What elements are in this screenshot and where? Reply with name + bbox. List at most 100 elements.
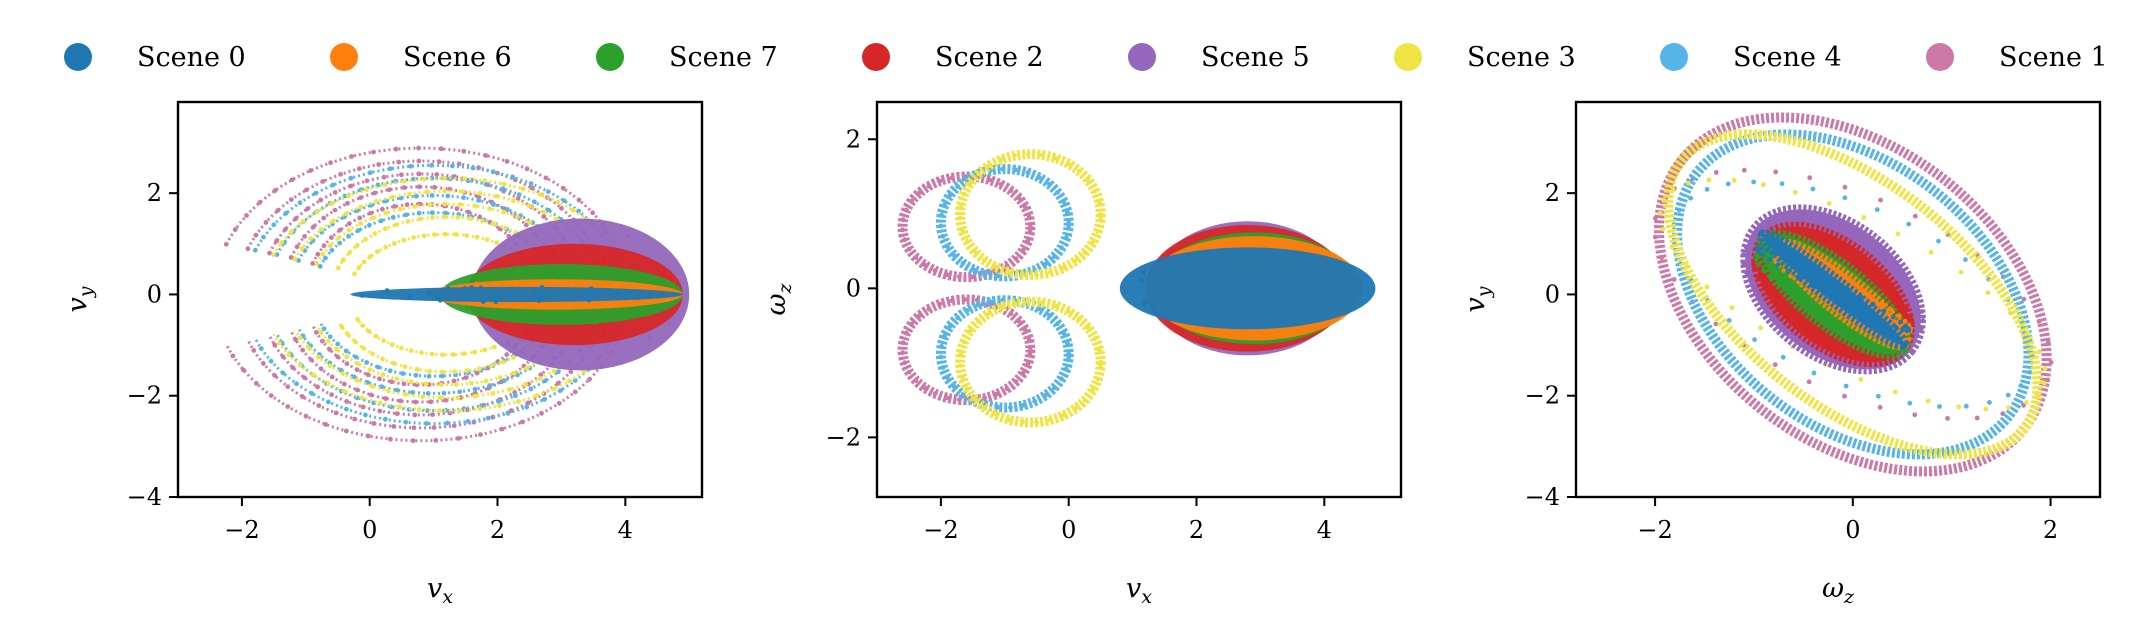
data-point bbox=[2018, 383, 2024, 388]
data-point bbox=[1022, 204, 1028, 210]
data-point bbox=[2006, 405, 2011, 410]
data-point bbox=[289, 229, 294, 235]
data-point bbox=[1898, 279, 1904, 285]
data-point bbox=[940, 365, 946, 370]
plot-area bbox=[897, 149, 1376, 428]
data-point bbox=[1790, 308, 1796, 313]
data-point bbox=[315, 251, 321, 257]
data-point bbox=[1096, 347, 1102, 353]
data-point bbox=[2008, 310, 2013, 316]
data-point bbox=[334, 347, 340, 352]
data-point bbox=[437, 395, 443, 401]
data-point bbox=[437, 297, 443, 303]
data-point bbox=[531, 289, 537, 295]
data-point bbox=[528, 181, 534, 187]
data-point bbox=[323, 255, 328, 261]
legend-entry: Scene 0 bbox=[64, 42, 246, 73]
data-point bbox=[279, 240, 284, 246]
data-point bbox=[2042, 380, 2047, 386]
data-point bbox=[382, 416, 388, 422]
data-point bbox=[412, 412, 418, 418]
data-point bbox=[302, 375, 307, 381]
data-point bbox=[293, 337, 298, 342]
data-point bbox=[1785, 269, 1791, 274]
legend-entry: Scene 4 bbox=[1660, 42, 1842, 73]
data-point bbox=[300, 347, 306, 353]
data-point bbox=[964, 238, 970, 244]
data-point bbox=[1768, 275, 1773, 280]
data-trajectory bbox=[297, 194, 579, 395]
data-point bbox=[532, 199, 537, 205]
data-point bbox=[1936, 238, 1941, 244]
data-point bbox=[263, 220, 269, 225]
data-point bbox=[485, 415, 491, 421]
data-point bbox=[1098, 359, 1104, 365]
data-point bbox=[410, 438, 416, 444]
data-point bbox=[1861, 215, 1867, 220]
data-point bbox=[1061, 330, 1067, 336]
data-point bbox=[371, 149, 376, 155]
data-point bbox=[414, 367, 420, 372]
data-point bbox=[330, 182, 336, 188]
data-point bbox=[497, 403, 502, 409]
data-point bbox=[552, 355, 557, 361]
data-point bbox=[1945, 416, 1950, 421]
data-point bbox=[442, 214, 448, 220]
legend: Scene 0 Scene 6 Scene 7 Scene 2 Scene 5 Scene… bbox=[64, 42, 2108, 73]
data-point bbox=[499, 426, 505, 432]
data-point bbox=[1323, 285, 1329, 290]
data-point bbox=[446, 286, 451, 291]
data-point bbox=[363, 187, 369, 193]
data-point bbox=[1908, 314, 1913, 319]
data-point bbox=[964, 308, 970, 313]
data-point bbox=[938, 354, 944, 360]
data-trajectory bbox=[353, 232, 546, 357]
data-point bbox=[602, 329, 607, 334]
data-point bbox=[342, 193, 348, 199]
data-point bbox=[1773, 169, 1779, 175]
data-point bbox=[958, 203, 964, 209]
data-point bbox=[555, 199, 561, 205]
data-point bbox=[1065, 308, 1071, 314]
data-point bbox=[463, 375, 469, 380]
data-point bbox=[1059, 245, 1064, 251]
data-point bbox=[416, 184, 422, 190]
plot-area bbox=[223, 145, 690, 444]
data-point bbox=[450, 163, 455, 169]
data-point bbox=[1753, 256, 1759, 262]
data-point bbox=[289, 177, 295, 183]
legend-entry: Scene 6 bbox=[330, 42, 512, 73]
data-point bbox=[482, 347, 488, 353]
data-point bbox=[408, 348, 414, 354]
data-point bbox=[932, 268, 938, 274]
data-point bbox=[526, 203, 532, 209]
data-point bbox=[394, 411, 400, 417]
data-point bbox=[355, 387, 360, 393]
data-point bbox=[947, 323, 953, 329]
data-point bbox=[400, 371, 406, 376]
data-point bbox=[308, 168, 314, 173]
data-point bbox=[432, 232, 437, 238]
data-point bbox=[501, 209, 507, 215]
data-point bbox=[252, 247, 258, 253]
data-point bbox=[430, 412, 435, 417]
data-point bbox=[515, 271, 521, 276]
series-scene-1 bbox=[897, 171, 1036, 406]
data-point bbox=[956, 274, 962, 280]
data-point bbox=[647, 336, 652, 341]
data-point bbox=[1823, 290, 1829, 296]
data-point bbox=[341, 381, 347, 387]
legend-entry: Scene 7 bbox=[596, 42, 778, 73]
data-point bbox=[558, 388, 563, 393]
data-point bbox=[484, 237, 490, 243]
data-point bbox=[323, 422, 329, 427]
data-point bbox=[377, 400, 383, 406]
data-point bbox=[942, 333, 947, 339]
data-point bbox=[1140, 270, 1146, 275]
data-point bbox=[283, 210, 289, 216]
data-point bbox=[1764, 247, 1770, 253]
data-point bbox=[1096, 200, 1102, 205]
data-point bbox=[317, 264, 323, 269]
data-point bbox=[1028, 224, 1033, 230]
data-point bbox=[579, 294, 584, 300]
